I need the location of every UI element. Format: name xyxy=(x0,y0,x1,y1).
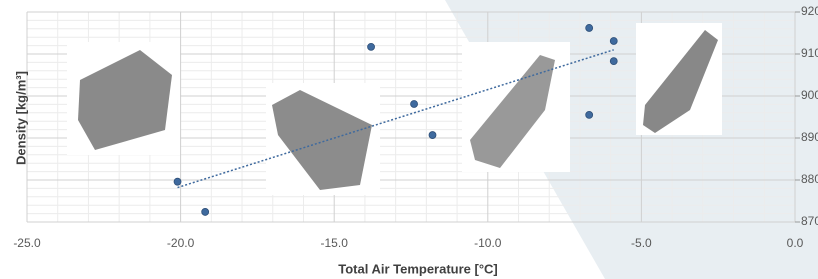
x-tick-label: -10.0 xyxy=(474,236,502,250)
data-point xyxy=(174,178,181,185)
y-tick-label: 900 xyxy=(801,88,818,102)
data-point xyxy=(586,111,593,118)
x-tick-label: 0.0 xyxy=(787,236,804,250)
data-point xyxy=(610,58,617,65)
data-point xyxy=(411,100,418,107)
y-tick-label: 890 xyxy=(801,130,818,144)
data-point xyxy=(368,43,375,50)
y-tick-label: 870 xyxy=(801,214,818,228)
y-tick-label: 920 xyxy=(801,4,818,18)
y-axis-title: Density [kg/m³] xyxy=(13,71,28,165)
data-point xyxy=(202,208,209,215)
data-point xyxy=(429,132,436,139)
chart: Total Air Temperature [°C] Density [kg/m… xyxy=(0,0,818,279)
x-tick-label: -15.0 xyxy=(321,236,349,250)
data-point xyxy=(586,24,593,31)
x-tick-label: -25.0 xyxy=(13,236,41,250)
data-point xyxy=(610,37,617,44)
x-tick-label: -5.0 xyxy=(631,236,652,250)
x-tick-label: -20.0 xyxy=(167,236,195,250)
y-tick-label: 910 xyxy=(801,46,818,60)
y-tick-label: 880 xyxy=(801,172,818,186)
x-axis-title: Total Air Temperature [°C] xyxy=(338,261,498,276)
page: Total Air Temperature [°C] Density [kg/m… xyxy=(0,0,818,279)
